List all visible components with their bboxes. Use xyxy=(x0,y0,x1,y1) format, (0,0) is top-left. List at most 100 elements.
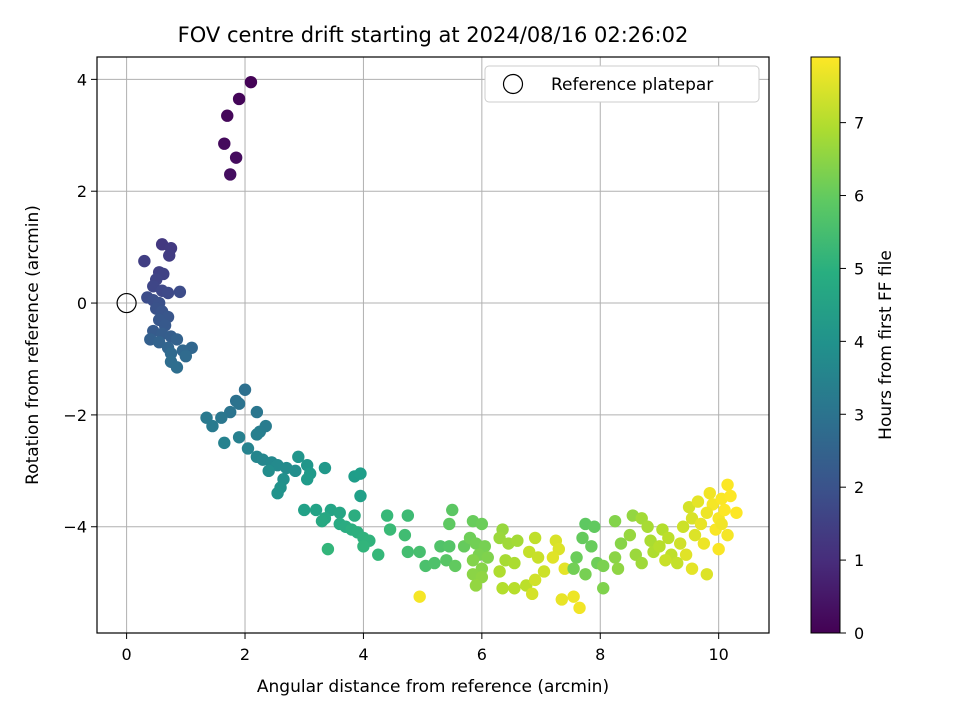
data-point xyxy=(161,286,175,300)
data-point xyxy=(229,151,243,164)
data-point xyxy=(703,486,716,500)
reference-point-marker xyxy=(116,292,137,314)
data-point xyxy=(641,520,654,533)
data-point xyxy=(685,562,699,575)
data-point xyxy=(170,361,184,374)
data-point xyxy=(608,514,622,528)
data-point xyxy=(611,562,625,575)
colorbar-tick-label: 3 xyxy=(854,405,864,424)
data-point xyxy=(315,514,329,528)
data-point xyxy=(383,523,397,536)
data-point xyxy=(608,551,622,564)
data-point xyxy=(354,489,367,503)
data-point xyxy=(644,534,657,547)
data-point xyxy=(558,562,571,575)
data-point xyxy=(241,442,255,455)
y-tick-label: −4 xyxy=(63,518,87,537)
data-point xyxy=(206,419,219,433)
data-point xyxy=(446,503,459,517)
data-point xyxy=(525,587,539,601)
data-point xyxy=(614,537,628,550)
data-point xyxy=(292,450,305,464)
data-point xyxy=(623,528,637,542)
data-point xyxy=(443,540,456,553)
legend-box xyxy=(484,65,760,103)
x-tick-label: 6 xyxy=(477,645,487,664)
legend: Reference platepar xyxy=(484,65,760,103)
data-point xyxy=(481,551,494,564)
data-point xyxy=(688,528,702,542)
data-point xyxy=(508,556,521,570)
data-point xyxy=(496,582,509,595)
data-point xyxy=(152,336,166,349)
data-point xyxy=(357,540,370,553)
data-point xyxy=(715,517,728,531)
data-point xyxy=(469,579,483,592)
data-point xyxy=(570,551,583,564)
data-point xyxy=(380,509,394,522)
data-point xyxy=(567,590,580,603)
data-point xyxy=(250,428,264,441)
data-point xyxy=(271,486,284,500)
x-tick-label: 10 xyxy=(708,645,728,664)
data-point xyxy=(138,254,151,268)
data-point xyxy=(434,540,447,553)
data-point xyxy=(401,545,415,559)
y-axis-label: Rotation from reference (arcmin) xyxy=(23,205,43,485)
data-point xyxy=(721,478,734,492)
data-point xyxy=(221,109,234,122)
x-axis-ticks: 0 2 4 6 8 10 xyxy=(122,633,729,664)
data-point xyxy=(528,573,542,587)
data-point xyxy=(333,506,346,519)
data-point xyxy=(493,565,506,578)
y-tick-label: 2 xyxy=(77,182,87,201)
y-tick-label: 0 xyxy=(77,294,87,313)
data-point xyxy=(523,545,536,559)
data-point xyxy=(700,568,714,581)
data-point xyxy=(588,520,601,533)
data-point xyxy=(597,582,610,595)
colorbar-gradient xyxy=(810,56,841,634)
data-point xyxy=(440,554,453,567)
data-point xyxy=(694,517,708,531)
data-point xyxy=(546,551,560,564)
data-point xyxy=(413,545,426,559)
data-point xyxy=(573,601,586,615)
data-point xyxy=(662,531,675,545)
data-point xyxy=(238,383,252,396)
data-point xyxy=(718,503,731,517)
data-point xyxy=(348,509,361,522)
data-point xyxy=(173,285,187,299)
colorbar-tick-label: 0 xyxy=(854,624,864,643)
data-point xyxy=(163,249,176,262)
data-point xyxy=(528,531,542,545)
data-point xyxy=(449,559,462,573)
data-point xyxy=(673,537,687,550)
data-point xyxy=(289,464,302,478)
data-point xyxy=(218,137,231,150)
data-point xyxy=(224,168,237,181)
data-point xyxy=(635,556,648,570)
data-point xyxy=(679,548,693,561)
data-point xyxy=(671,556,684,570)
data-point xyxy=(224,405,237,419)
chart-title: FOV centre drift starting at 2024/08/16 … xyxy=(178,23,689,47)
data-point xyxy=(244,75,258,89)
legend-reference-marker xyxy=(502,73,524,95)
legend-reference-label: Reference platepar xyxy=(551,75,713,95)
data-point xyxy=(298,503,311,517)
data-point xyxy=(576,531,589,545)
grid xyxy=(97,57,769,633)
data-point xyxy=(179,349,193,363)
data-point xyxy=(443,517,456,531)
data-point xyxy=(398,528,412,542)
data-point xyxy=(724,489,737,503)
data-point xyxy=(567,562,580,575)
colorbar-label: Hours from first FF file xyxy=(876,250,896,440)
data-point xyxy=(685,512,699,525)
data-point xyxy=(682,500,696,514)
colorbar-tick-label: 2 xyxy=(854,478,864,497)
data-point xyxy=(691,495,705,508)
data-point xyxy=(585,540,598,553)
x-tick-label: 8 xyxy=(595,645,605,664)
